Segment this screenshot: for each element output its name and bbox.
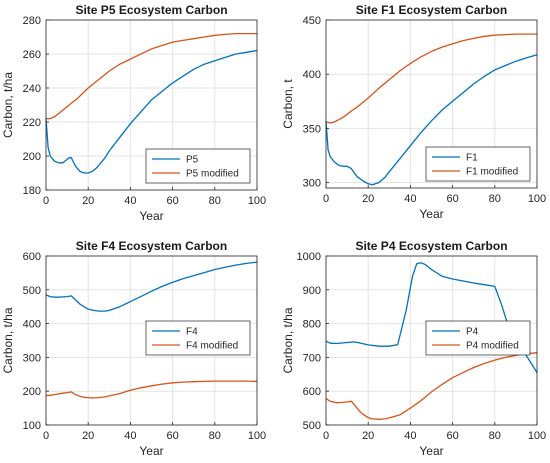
y-tick-label: 700 <box>303 352 321 364</box>
y-axis-label: Carbon, t <box>281 79 295 129</box>
legend: F1 F1 modified <box>425 146 531 182</box>
y-tick-label: 800 <box>303 319 321 331</box>
y-tick-label: 260 <box>23 49 41 61</box>
x-tick-label: 0 <box>43 195 49 207</box>
series-line-1 <box>45 261 258 312</box>
x-tick-label: 60 <box>446 193 458 205</box>
y-tick-label: 450 <box>303 15 321 27</box>
x-tick-label: 40 <box>124 430 136 442</box>
x-tick-label: 60 <box>446 430 458 442</box>
y-tick-label: 200 <box>23 151 41 163</box>
legend-entry: P4 modified <box>466 341 519 352</box>
x-tick-label: 100 <box>528 193 546 205</box>
x-tick-label: 100 <box>528 430 546 442</box>
legend-box <box>145 320 251 356</box>
series-line-1 <box>45 49 258 174</box>
y-tick-label: 220 <box>23 117 41 129</box>
legend-entry: F4 <box>186 327 198 338</box>
x-tick-label: 0 <box>323 193 329 205</box>
legend-entry: F1 modified <box>466 167 518 178</box>
y-tick-label: 1000 <box>297 251 321 263</box>
y-tick-label: 350 <box>303 123 321 135</box>
series-line-2 <box>46 32 257 120</box>
x-axis-label: Year <box>139 444 163 458</box>
axes-frame <box>325 19 538 189</box>
x-tick-label: 20 <box>362 193 374 205</box>
x-tick-label: 40 <box>404 193 416 205</box>
y-axis-label: Carbon, t/ha <box>1 307 15 373</box>
legend-box <box>425 320 531 356</box>
chart-title: Site F1 Ecosystem Carbon <box>356 3 507 17</box>
y-axis-label: Carbon, t/ha <box>281 307 295 373</box>
x-tick-label: 0 <box>43 430 49 442</box>
y-tick-label: 300 <box>23 352 41 364</box>
legend-entry: P5 <box>186 155 199 166</box>
y-axis-label: Carbon, t/ha <box>1 72 15 138</box>
x-tick-label: 80 <box>489 430 501 442</box>
legend: F4 F4 modified <box>145 320 251 356</box>
axes-frame <box>45 255 258 426</box>
legend: P5 P5 modified <box>145 148 251 184</box>
y-tick-label: 500 <box>23 285 41 297</box>
legend-box <box>145 148 251 184</box>
x-axis-label: Year <box>419 444 443 458</box>
y-tick-label: 400 <box>303 69 321 81</box>
x-tick-label: 60 <box>166 430 178 442</box>
x-tick-label: 0 <box>323 430 329 442</box>
series-line-2 <box>325 352 538 420</box>
series-line-1 <box>325 262 538 373</box>
axes-frame <box>325 255 538 426</box>
y-tick-label: 600 <box>303 386 321 398</box>
series-line-1 <box>325 54 538 186</box>
legend: P4 P4 modified <box>425 320 531 356</box>
chart-panel-4: 0 20 40 60 80 100 500 600 700 800 900 1000 Site P4 E… <box>281 239 546 458</box>
series-line-2 <box>325 33 537 124</box>
chart-title: Site F4 Ecosystem Carbon <box>76 239 227 253</box>
x-tick-label: 40 <box>404 430 416 442</box>
legend-entry: F4 modified <box>186 341 238 352</box>
series-line-2 <box>45 380 258 399</box>
x-tick-label: 20 <box>362 430 374 442</box>
x-tick-label: 60 <box>166 195 178 207</box>
x-tick-label: 100 <box>248 195 266 207</box>
y-tick-label: 900 <box>303 285 321 297</box>
y-tick-label: 280 <box>23 15 41 27</box>
legend-entry: P5 modified <box>186 169 239 180</box>
legend-box <box>425 146 531 182</box>
chart-panel-2: 0 20 40 60 80 100 300 350 400 450 Site F1 Ecosyste… <box>281 3 546 221</box>
y-tick-label: 180 <box>23 185 41 197</box>
x-tick-label: 40 <box>124 195 136 207</box>
y-tick-label: 300 <box>303 178 321 190</box>
chart-panel-3: 0 20 40 60 80 100 100 200 300 400 500 600 Site F4 Ec… <box>1 239 266 458</box>
y-tick-label: 400 <box>23 319 41 331</box>
chart-title: Site P4 Ecosystem Carbon <box>355 239 507 253</box>
legend-entry: F1 <box>466 153 478 164</box>
y-tick-label: 200 <box>23 386 41 398</box>
axes-frame <box>45 19 258 191</box>
x-tick-label: 20 <box>82 430 94 442</box>
x-axis-label: Year <box>419 207 443 221</box>
legend-entry: P4 <box>466 327 479 338</box>
chart-panel-1: 0 20 40 60 80 100 180 200 220 240 260 280 Site P5 Ec… <box>1 3 266 223</box>
x-tick-label: 80 <box>209 195 221 207</box>
x-tick-label: 80 <box>209 430 221 442</box>
y-tick-label: 240 <box>23 83 41 95</box>
x-tick-label: 100 <box>248 430 266 442</box>
x-tick-label: 20 <box>82 195 94 207</box>
x-axis-label: Year <box>139 209 163 223</box>
chart-title: Site P5 Ecosystem Carbon <box>75 3 227 17</box>
y-tick-label: 100 <box>23 420 41 432</box>
x-tick-label: 80 <box>489 193 501 205</box>
y-tick-label: 600 <box>23 251 41 263</box>
y-tick-label: 500 <box>303 420 321 432</box>
